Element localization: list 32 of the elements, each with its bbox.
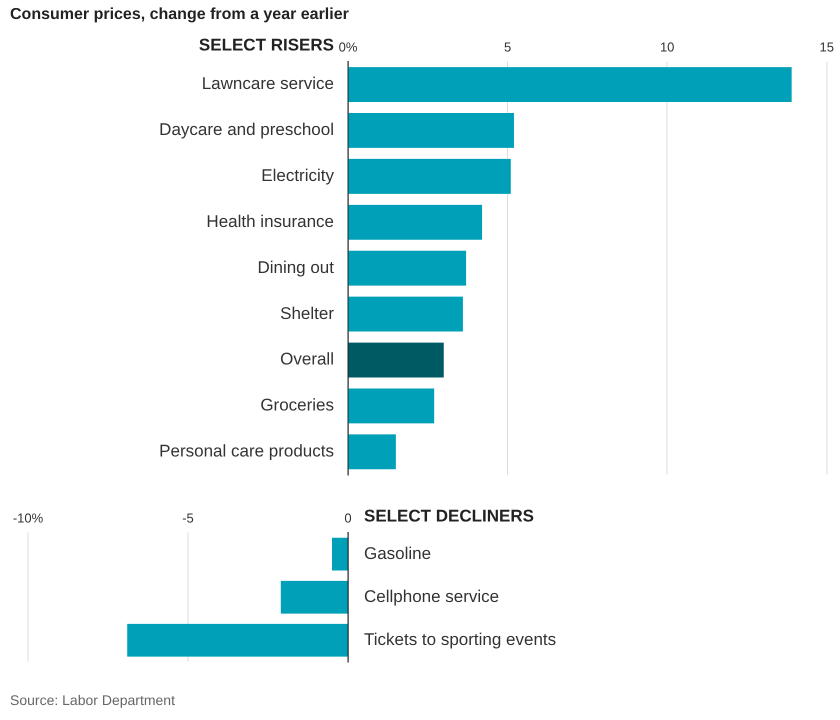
y-tick-label: Dining out (257, 258, 334, 277)
bar (348, 388, 434, 424)
text: Consumer prices, change from a year earlier (9, 5, 350, 25)
bar (348, 342, 444, 378)
x-tick-label: 15 (820, 39, 834, 54)
bar (348, 296, 463, 332)
y-tick-label: Daycare and preschool (159, 120, 334, 140)
bar (348, 158, 511, 194)
bar (348, 204, 482, 240)
chart-subtitle: SELECT RISERS (198, 36, 334, 55)
y-tick-label: Electricity (261, 166, 334, 186)
x-tick-label: 10 (660, 39, 674, 54)
y-tick-label: Cellphone service (364, 586, 500, 606)
x-tick-label: 5 (504, 39, 512, 54)
y-tick-label: Personal care products (159, 442, 334, 461)
y-tick-label: Gasoline (364, 544, 432, 563)
x-tick-label: -5 (182, 510, 194, 526)
y-tick-label: Shelter (280, 304, 334, 323)
source-note: Source: Labor Department (9, 691, 176, 708)
bar (348, 250, 466, 286)
text: SELECT DECLINERS (364, 506, 534, 526)
y-tick-label: Lawncare service (202, 74, 334, 94)
bar (348, 67, 792, 102)
y-tick-label: Tickets to sporting events (364, 630, 556, 649)
bar (348, 113, 514, 148)
y-tick-label: Health insurance (206, 212, 334, 231)
x-tick-label: 0% (338, 39, 358, 54)
x-tick-label: 0 (344, 510, 352, 526)
y-tick-label: Overall (280, 350, 334, 369)
bar (348, 434, 396, 470)
y-tick-label: Groceries (260, 396, 334, 415)
x-tick-label: -10% (12, 510, 44, 526)
